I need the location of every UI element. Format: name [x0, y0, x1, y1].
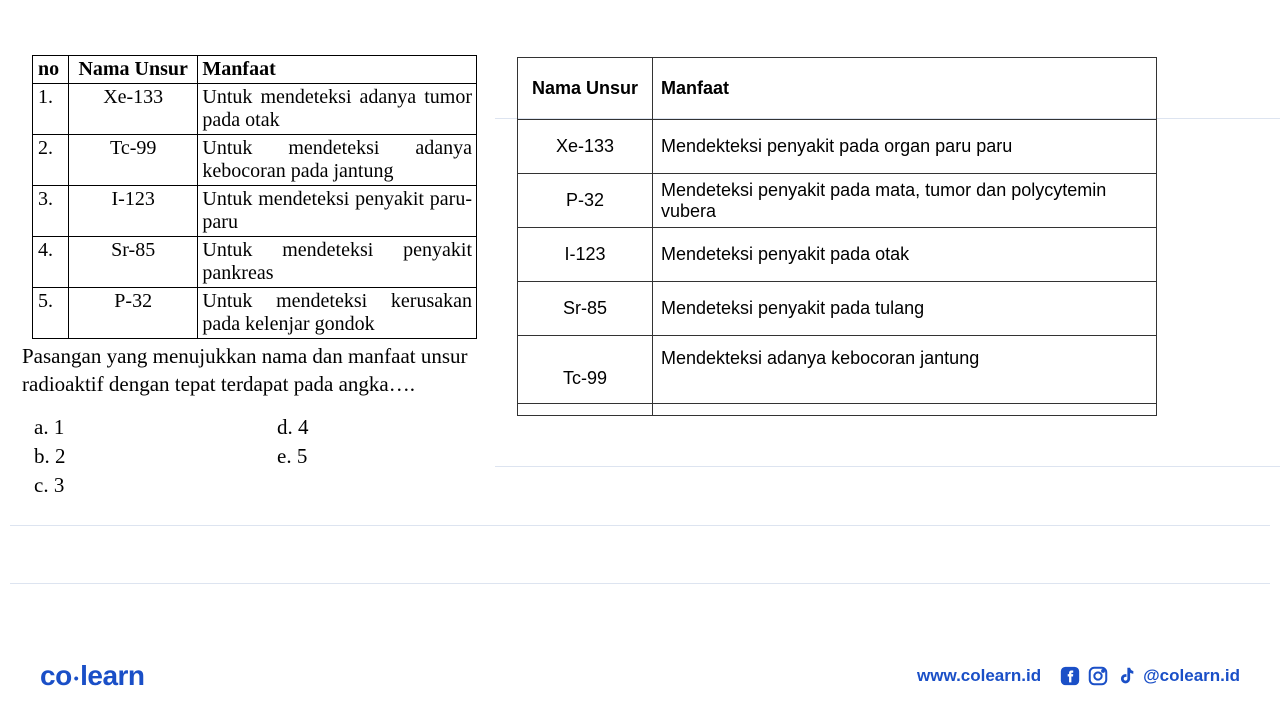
option-b: b. 2 [34, 442, 277, 471]
table-row: 4. Sr-85 Untuk mendeteksi penyakit pankr… [33, 237, 477, 288]
table-row: Sr-85 Mendeteksi penyakit pada tulang [518, 282, 1157, 336]
table-row: 2. Tc-99 Untuk mendeteksi adanya kebocor… [33, 135, 477, 186]
brand-logo: co•learn [40, 660, 145, 692]
social-icons: @colearn.id [1059, 665, 1240, 687]
table-row: P-32 Mendeteksi penyakit pada mata, tumo… [518, 174, 1157, 228]
option-e: e. 5 [277, 442, 477, 471]
question-table: no Nama Unsur Manfaat 1. Xe-133 Untuk me… [32, 55, 477, 339]
footer-url: www.colearn.id [917, 666, 1041, 686]
question-column: no Nama Unsur Manfaat 1. Xe-133 Untuk me… [22, 55, 487, 501]
option-c: c. 3 [34, 471, 277, 500]
option-a: a. 1 [34, 413, 277, 442]
footer-right: www.colearn.id @colearn.id [917, 665, 1240, 687]
answer-column: Nama Unsur Manfaat Xe-133 Mendekteksi pe… [517, 55, 1157, 501]
instagram-icon [1087, 665, 1109, 687]
table-row: 5. P-32 Untuk mendeteksi kerusakan pada … [33, 288, 477, 339]
table-row: 3. I-123 Untuk mendeteksi penyakit paru-… [33, 186, 477, 237]
facebook-icon [1059, 665, 1081, 687]
header2-nama: Nama Unsur [518, 58, 653, 120]
header2-manfaat: Manfaat [653, 58, 1157, 120]
logo-dot-icon: • [72, 670, 80, 686]
tiktok-icon [1115, 665, 1137, 687]
options: a. 1 b. 2 c. 3 d. 4 e. 5 [22, 413, 487, 501]
footer: co•learn www.colearn.id @colearn.id [0, 660, 1280, 692]
header-no: no [33, 56, 69, 84]
table-row: I-123 Mendeteksi penyakit pada otak [518, 228, 1157, 282]
main-content: no Nama Unsur Manfaat 1. Xe-133 Untuk me… [22, 55, 1265, 501]
option-d: d. 4 [277, 413, 477, 442]
header-nama: Nama Unsur [68, 56, 197, 84]
footer-handle: @colearn.id [1143, 666, 1240, 686]
answer-table: Nama Unsur Manfaat Xe-133 Mendekteksi pe… [517, 57, 1157, 416]
table-row: Xe-133 Mendekteksi penyakit pada organ p… [518, 120, 1157, 174]
table-row: Tc-99 Mendekteksi adanya kebocoran jantu… [518, 336, 1157, 404]
table-row-thin [518, 404, 1157, 416]
question-text: Pasangan yang menujukkan nama dan manfaa… [22, 342, 487, 399]
table-row: 1. Xe-133 Untuk mendeteksi adanya tumor … [33, 84, 477, 135]
header-manfaat: Manfaat [198, 56, 477, 84]
